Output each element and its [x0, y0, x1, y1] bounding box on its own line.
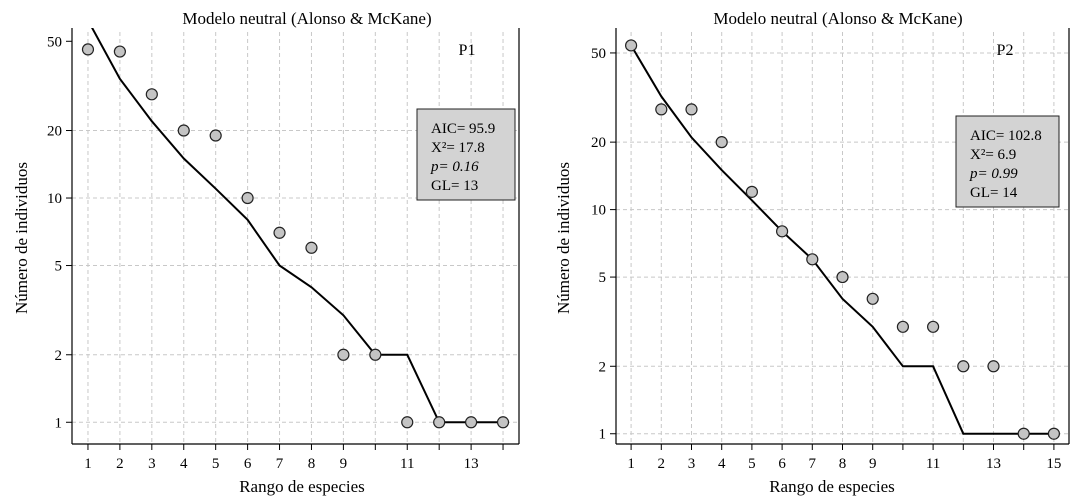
y-tick-label: 2 [599, 359, 607, 375]
x-tick-label: 5 [212, 456, 220, 472]
observed-point [177, 124, 190, 137]
x-tick-label: 8 [839, 456, 847, 472]
observed-point [715, 136, 728, 149]
x-axis-label: Rango de especies [239, 477, 365, 496]
observed-point [465, 416, 478, 429]
observed-point [401, 416, 414, 429]
observed-point [745, 185, 758, 198]
stats-line: X²= 17.8 [431, 140, 485, 156]
y-tick-label: 50 [591, 46, 606, 62]
stats-line: GL= 13 [431, 178, 478, 194]
x-tick-label: 11 [926, 456, 940, 472]
y-tick-label: 5 [55, 259, 63, 275]
stats-line: p= 0.99 [969, 166, 1018, 182]
fitted-model-line [630, 44, 1054, 435]
panel-label: P2 [997, 42, 1014, 59]
x-tick-label: 3 [148, 456, 156, 472]
chart-panel-p1: 1 2 3 4 5 6 7 8 9 11 13 1 2 5 10 20 50 Modelo neutral (Al… [12, 9, 520, 496]
stats-box [955, 115, 1060, 208]
observed-point [987, 360, 1000, 373]
observed-point [273, 226, 286, 239]
x-tick-label: 11 [400, 456, 414, 472]
observed-point [496, 416, 510, 429]
x-tick-label: 6 [778, 456, 786, 472]
x-tick-label: 8 [308, 456, 316, 472]
observed-point [776, 225, 789, 238]
x-tick-label: 2 [116, 456, 124, 472]
observed-point [806, 253, 819, 266]
x-tick-label: 9 [869, 456, 877, 472]
chart-panel-p2: 1 2 3 4 5 6 7 8 9 11 13 15 1 2 5 10 20 50 Modelo neutral (… [554, 9, 1070, 496]
observed-point [655, 103, 668, 116]
observed-point [866, 292, 879, 305]
observed-point [836, 270, 849, 284]
x-tick-label: 15 [1046, 456, 1061, 472]
x-axis-label: Rango de especies [769, 477, 895, 496]
x-tick-label: 4 [180, 456, 188, 472]
stats-line: GL= 14 [970, 185, 1018, 201]
x-tick-label: 5 [748, 456, 756, 472]
chart-title: Modelo neutral (Alonso & McKane) [182, 9, 431, 28]
stats-box [416, 108, 516, 201]
observed-point [337, 348, 350, 361]
stats-line: p= 0.16 [430, 159, 479, 175]
chart-title: Modelo neutral (Alonso & McKane) [713, 9, 962, 28]
observed-point [957, 360, 970, 373]
observed-point [209, 129, 222, 142]
y-tick-label: 5 [599, 270, 607, 286]
observed-point [145, 88, 158, 101]
x-tick-label: 3 [688, 456, 696, 472]
y-axis-label: Número de individuos [12, 162, 31, 314]
x-tick-label: 7 [276, 456, 284, 472]
x-tick-label: 7 [809, 456, 817, 472]
x-tick-label: 4 [718, 456, 726, 472]
stats-line: X²= 6.9 [970, 147, 1016, 163]
fitted-model-line [91, 28, 503, 424]
observed-point [241, 191, 254, 205]
panel-label: P1 [459, 42, 476, 59]
observed-point [927, 320, 940, 333]
observed-point [1047, 427, 1061, 440]
y-tick-label: 20 [591, 135, 606, 151]
y-tick-label: 20 [47, 124, 62, 140]
observed-point [113, 45, 126, 58]
observed-point [81, 43, 95, 56]
y-tick-label: 1 [55, 415, 63, 431]
observed-point [896, 320, 909, 333]
y-tick-label: 50 [47, 34, 62, 50]
observed-point [1017, 427, 1030, 440]
y-tick-label: 10 [591, 203, 606, 219]
y-tick-label: 10 [47, 191, 62, 207]
x-tick-label: 13 [986, 456, 1001, 472]
x-tick-label: 2 [658, 456, 666, 472]
observed-point [305, 241, 318, 254]
observed-point [624, 39, 638, 52]
x-tick-label: 13 [464, 456, 479, 472]
stats-line: AIC= 102.8 [970, 128, 1042, 144]
x-tick-label: 6 [244, 456, 252, 472]
y-tick-label: 1 [599, 427, 607, 443]
observed-point [369, 348, 382, 361]
y-tick-label: 2 [55, 348, 63, 364]
x-tick-label: 9 [340, 456, 348, 472]
observed-point [685, 103, 698, 116]
y-axis-label: Número de individuos [554, 162, 573, 314]
x-tick-label: 1 [627, 456, 635, 472]
stats-line: AIC= 95.9 [431, 121, 495, 137]
observed-point [433, 416, 446, 429]
x-tick-label: 1 [84, 456, 92, 472]
